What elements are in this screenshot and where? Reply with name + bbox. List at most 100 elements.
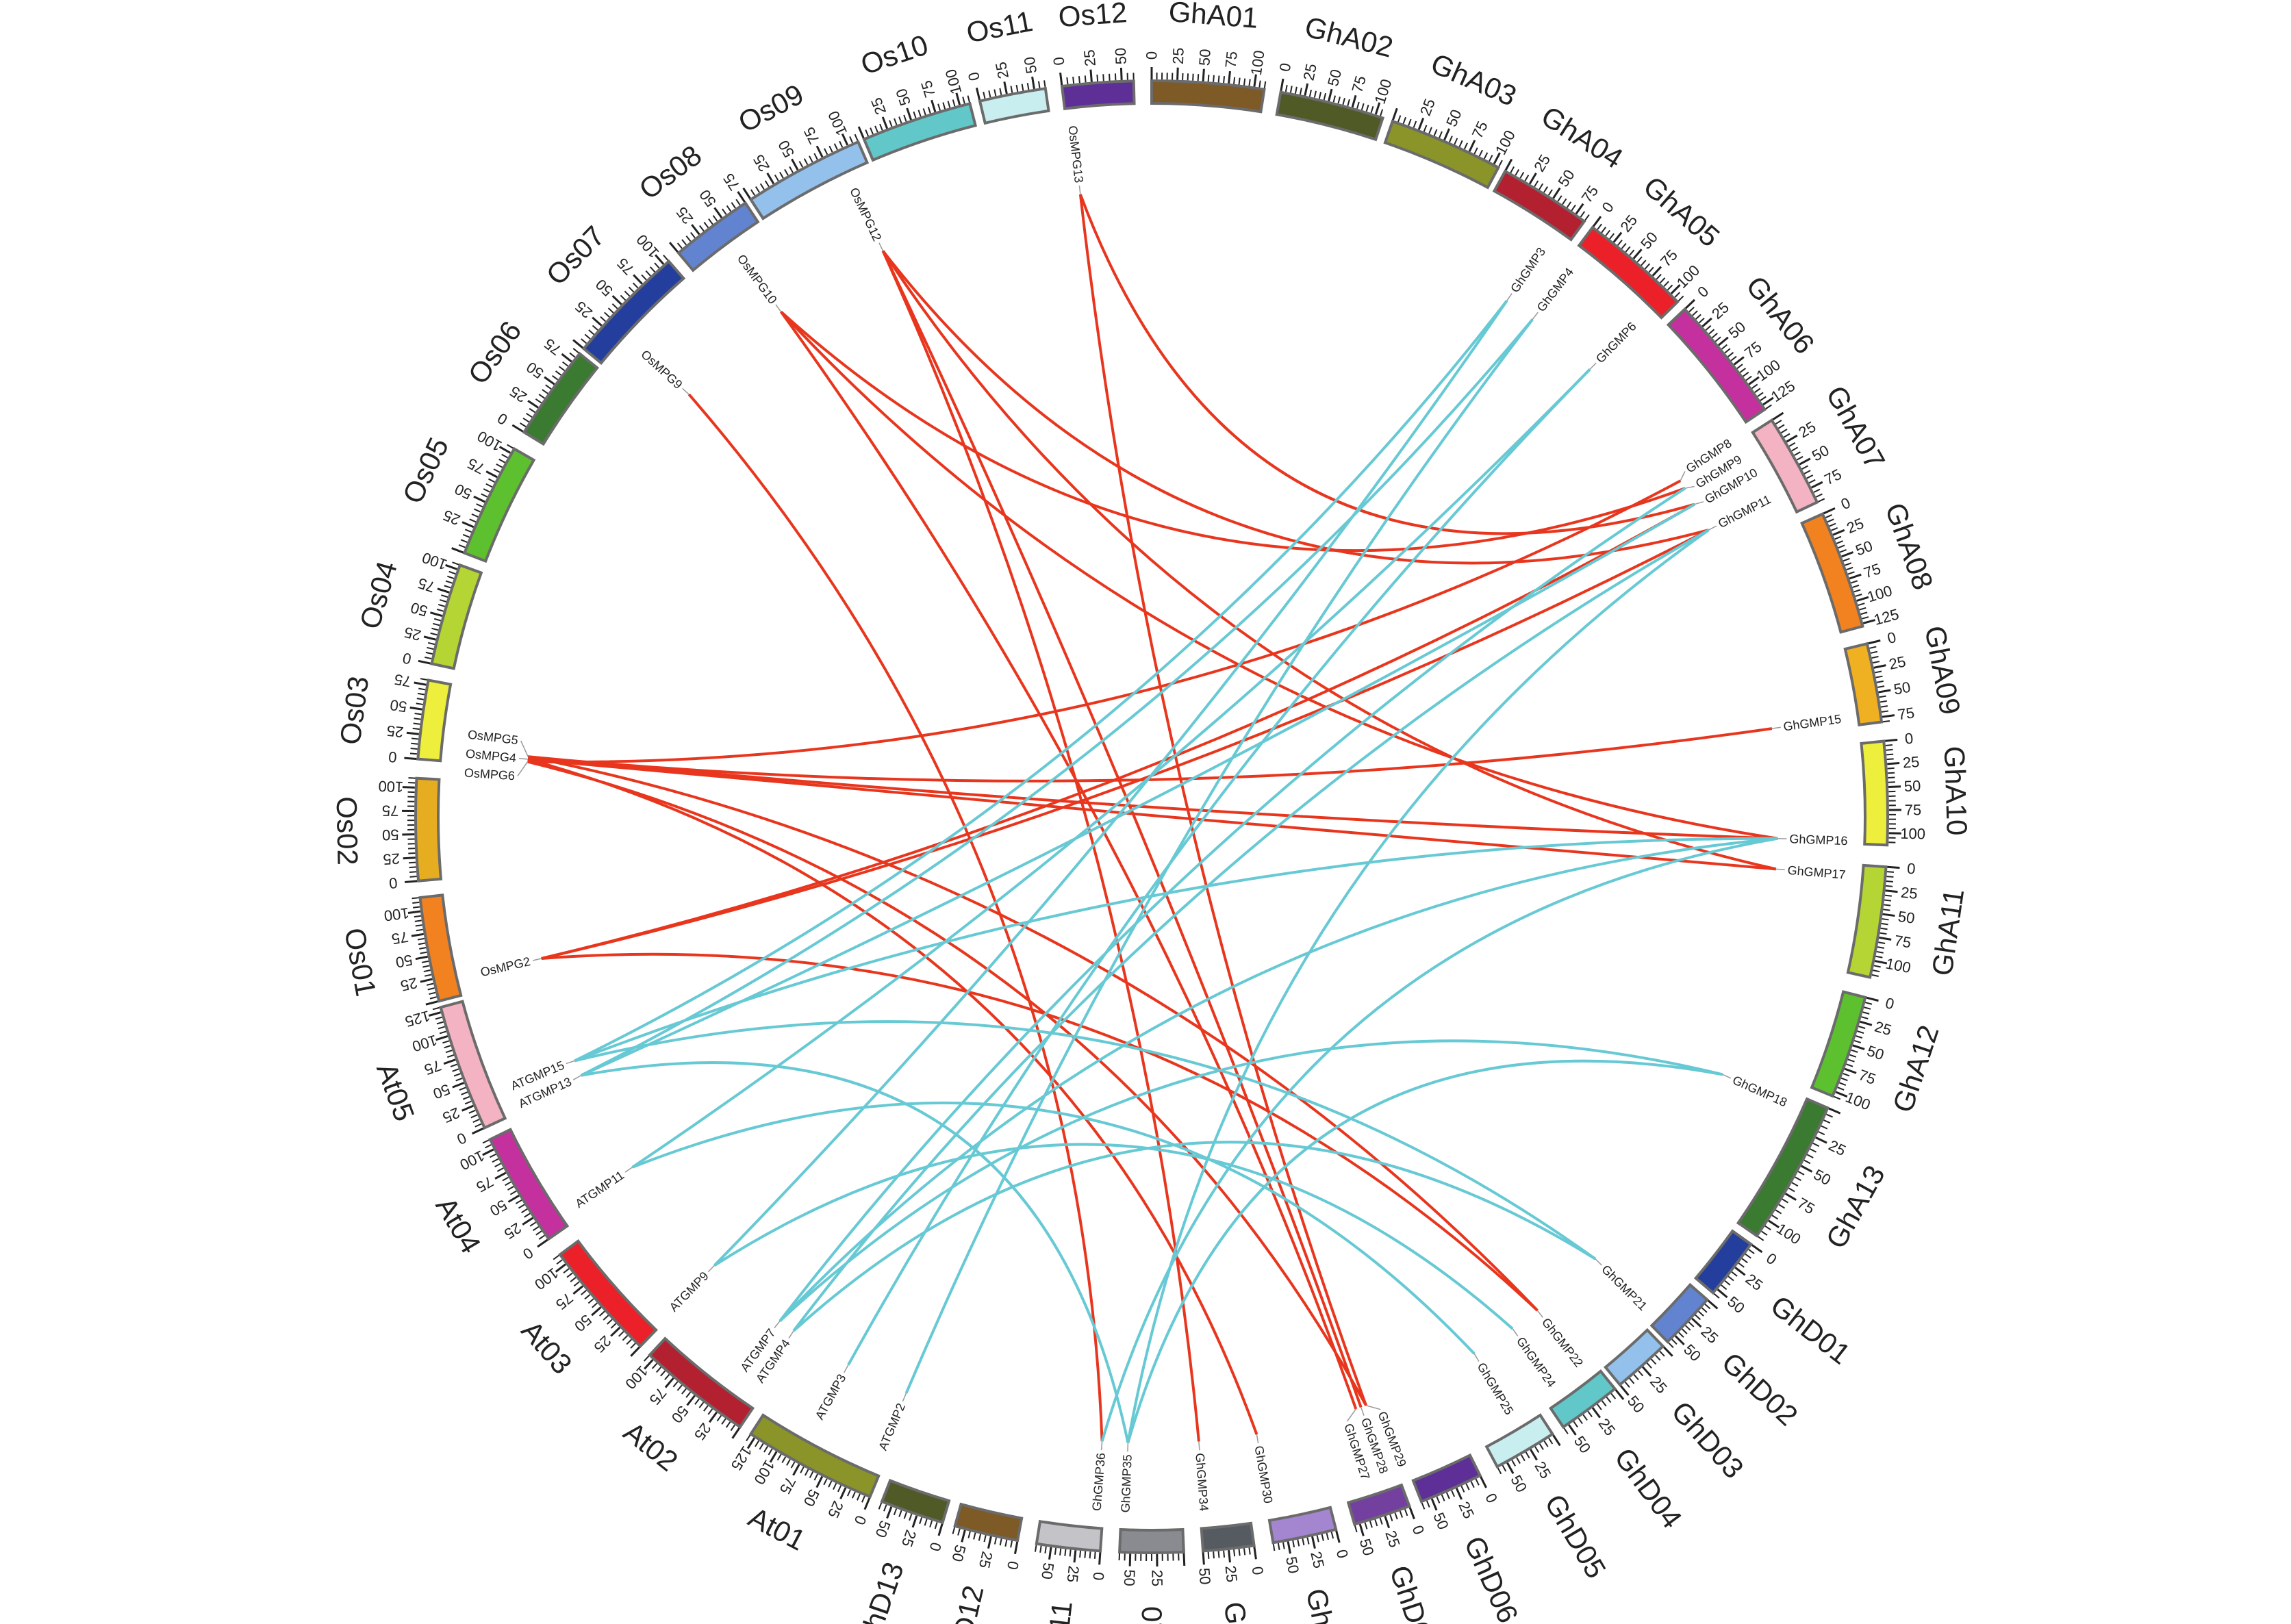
tick-label: 75 bbox=[382, 802, 399, 820]
gene-label: GhGMP15 bbox=[1782, 712, 1842, 734]
tick-label: 0 bbox=[401, 649, 413, 668]
minor-tick bbox=[927, 106, 931, 114]
minor-tick bbox=[1478, 149, 1483, 157]
chromosome-band bbox=[462, 446, 536, 563]
chromosome-label: GhA10 bbox=[1938, 746, 1973, 836]
tick-label: 25 bbox=[1888, 652, 1908, 672]
chromosome-label: GhD12 bbox=[938, 1582, 990, 1624]
link-osmpg12-ghgmp11 bbox=[881, 250, 1709, 565]
minor-tick bbox=[1483, 152, 1489, 160]
minor-tick bbox=[854, 134, 859, 141]
minor-tick bbox=[681, 239, 687, 246]
minor-tick bbox=[427, 642, 435, 646]
minor-tick bbox=[488, 478, 495, 483]
major-tick bbox=[791, 158, 799, 170]
minor-tick bbox=[804, 1469, 809, 1476]
minor-tick bbox=[630, 1343, 636, 1349]
minor-tick bbox=[1609, 233, 1615, 240]
tick-label: 50 bbox=[1430, 1510, 1452, 1532]
minor-tick bbox=[993, 89, 997, 97]
major-tick bbox=[1823, 507, 1836, 515]
minor-tick bbox=[1277, 1543, 1280, 1551]
minor-tick bbox=[483, 488, 490, 493]
minor-tick bbox=[1562, 198, 1567, 205]
minor-tick bbox=[1263, 81, 1267, 88]
major-tick bbox=[485, 470, 498, 479]
chromosome-band bbox=[522, 351, 600, 446]
minor-tick bbox=[1360, 103, 1365, 110]
tick-label: 75 bbox=[1856, 1066, 1878, 1088]
minor-tick bbox=[569, 352, 576, 358]
tick-label: 25 bbox=[1826, 1137, 1849, 1159]
minor-tick bbox=[413, 906, 420, 909]
link-osmpg10-ghgmp27 bbox=[780, 311, 1358, 1410]
chromosome-band bbox=[1843, 642, 1884, 727]
minor-tick bbox=[1520, 1454, 1526, 1462]
minor-tick bbox=[1294, 86, 1298, 94]
minor-tick bbox=[1777, 424, 1785, 429]
link-osmpg4-ghgmp17 bbox=[527, 757, 1776, 871]
minor-tick bbox=[1563, 1428, 1569, 1434]
link-atgmp4-ghgmp11 bbox=[792, 529, 1710, 1332]
tick-label: 125 bbox=[728, 1443, 756, 1473]
major-tick bbox=[461, 521, 474, 529]
tick-label: 25 bbox=[1455, 1499, 1478, 1521]
tick-label: 100 bbox=[1371, 77, 1395, 106]
minor-tick bbox=[1289, 86, 1293, 93]
minor-tick bbox=[913, 111, 917, 118]
minor-tick bbox=[1347, 99, 1350, 107]
minor-tick bbox=[1708, 329, 1715, 335]
minor-tick bbox=[1775, 420, 1782, 425]
tick-label: 50 bbox=[1811, 1166, 1834, 1189]
tick-label: 25 bbox=[824, 1498, 847, 1521]
major-tick bbox=[1335, 1530, 1341, 1543]
gene-connector bbox=[520, 740, 529, 757]
minor-tick bbox=[698, 1401, 705, 1408]
minor-tick bbox=[983, 91, 986, 99]
tick-label: 75 bbox=[553, 1289, 577, 1313]
major-tick bbox=[1391, 107, 1398, 120]
tick-label: 75 bbox=[1348, 74, 1369, 94]
major-tick bbox=[746, 1437, 756, 1449]
minor-tick bbox=[438, 1026, 445, 1030]
minor-tick bbox=[1840, 1077, 1848, 1082]
minor-tick bbox=[1873, 661, 1880, 664]
major-tick bbox=[1530, 1449, 1538, 1461]
minor-tick bbox=[934, 1522, 938, 1530]
minor-tick bbox=[1451, 1490, 1456, 1497]
gene-atgmp2: ATGMP2 bbox=[876, 1393, 908, 1452]
major-tick bbox=[1885, 889, 1898, 893]
minor-tick bbox=[1109, 73, 1111, 81]
minor-tick bbox=[1547, 189, 1553, 196]
chromosome-os11: Os11 0 25 50 bbox=[964, 5, 1050, 125]
tick-label: 75 bbox=[393, 670, 413, 690]
minor-tick bbox=[1837, 1087, 1845, 1091]
tick-label: 25 bbox=[1080, 49, 1099, 66]
tick-label: 75 bbox=[1893, 932, 1912, 952]
minor-tick bbox=[1775, 1209, 1782, 1215]
minor-tick bbox=[1072, 76, 1075, 84]
minor-tick bbox=[909, 1513, 913, 1521]
minor-tick bbox=[1069, 1549, 1072, 1557]
minor-tick bbox=[1674, 292, 1681, 298]
gene-label: OsMPG9 bbox=[638, 347, 685, 392]
minor-tick bbox=[1692, 310, 1698, 316]
minor-tick bbox=[1783, 433, 1790, 438]
major-tick bbox=[494, 1171, 507, 1180]
tick-label: 100 bbox=[1753, 356, 1783, 385]
minor-tick bbox=[515, 1199, 522, 1204]
minor-tick bbox=[607, 307, 614, 314]
major-tick bbox=[1374, 102, 1381, 115]
major-tick bbox=[769, 1451, 778, 1463]
minor-tick bbox=[529, 1221, 537, 1227]
minor-tick bbox=[681, 1388, 687, 1395]
minor-tick bbox=[610, 1323, 617, 1329]
tick-label: 100 bbox=[531, 1265, 561, 1293]
minor-tick bbox=[445, 1050, 453, 1054]
major-tick bbox=[1670, 283, 1681, 294]
major-tick bbox=[644, 1359, 654, 1370]
